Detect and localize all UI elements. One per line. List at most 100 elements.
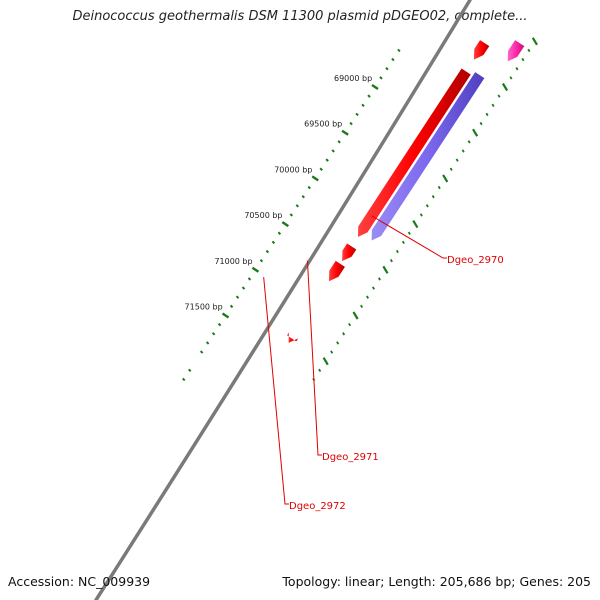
inner-ruler-tick [509,76,513,80]
accession-text: Accession: NC_009939 [8,574,151,589]
inner-ruler-tick [401,240,405,245]
ruler-tick-label: 70500 bp [244,211,282,220]
sequence-summary: Topology: linear; Length: 205,686 bp; Ge… [282,574,591,589]
inner-ruler-tick [521,57,525,62]
inner-ruler-tick [437,185,441,190]
label-leader-line [306,260,322,456]
ruler-minor-tick [385,67,389,71]
ruler-minor-tick [325,158,329,162]
gene-features [287,40,525,343]
ruler-minor-ticks [182,48,401,382]
gene-arrow [287,332,299,343]
ruler-major-tick [371,84,379,90]
inner-ruler-tick [449,167,453,171]
inner-ruler-tick [531,37,538,46]
inner-ruler-tick [497,94,501,98]
ruler-tick-label: 71500 bp [185,303,223,312]
inner-ruler-tick [366,295,370,299]
label-leader-line [371,215,447,259]
inner-ruler-tick [395,249,399,254]
ruler-minor-tick [265,249,270,254]
ruler-minor-tick [271,240,276,245]
ruler-minor-tick [397,48,401,53]
inner-ruler-tick [485,112,489,117]
inner-ruler-tick [389,258,393,263]
inner-ruler-tick [467,140,471,144]
ruler-major-tick [251,266,260,273]
ruler-minor-tick [337,140,341,144]
ruler-minor-tick [391,57,395,62]
inner-ruler-tick [382,265,389,274]
gene-label: Dgeo_2970 [447,255,504,266]
ruler-minor-tick [331,149,335,153]
inner-ruler-tick [407,231,411,235]
inner-ruler-tick [442,174,449,183]
inner-ruler-tick [330,350,334,354]
ruler-minor-tick [247,277,252,281]
inner-ruler-tick [318,368,322,373]
inner-ruler-tick [348,322,352,327]
inner-ruler-tick [431,195,435,199]
gene-arrow [507,40,525,62]
gene-arrow [473,40,490,60]
inner-ruler-tick [372,286,375,290]
ruler-tick-label: 71000 bp [214,257,252,266]
ruler-minor-tick [241,286,246,290]
gene-label: Dgeo_2971 [322,452,379,463]
ruler-minor-tick [211,332,216,336]
ruler-minor-tick [229,304,234,309]
ruler-tick-label: 69500 bp [304,120,342,129]
gene-arrow [342,243,357,262]
inner-ruler-tick [455,158,459,162]
gene-arrow [328,260,345,282]
inner-ruler-tick [461,149,465,153]
label-leader-line [263,277,289,505]
inner-ruler-ticks [312,37,538,382]
ruler-tick-label: 69000 bp [334,74,372,83]
label-leader-lines: Dgeo_2970 Dgeo_2971 Dgeo_2972 [263,215,504,512]
ruler-tick-label: 70000 bp [274,165,312,174]
inner-ruler-tick [360,304,364,309]
ruler-minor-tick [277,231,282,235]
gene-arrow [357,68,471,237]
inner-ruler-tick [472,128,479,137]
inner-ruler-tick [425,204,429,208]
inner-ruler-tick [419,213,423,217]
gene-label: Dgeo_2972 [289,501,346,512]
ruler-minor-tick [355,112,359,117]
ruler-minor-tick [182,377,186,382]
ruler-minor-tick [289,213,294,217]
ruler-minor-tick [349,121,353,126]
ruler-minor-tick [217,322,222,327]
inner-ruler-tick [322,357,329,366]
inner-ruler-tick [352,311,359,320]
ruler-major-tick [311,175,319,182]
inner-ruler-tick [336,341,340,345]
ruler-minor-tick [187,368,192,373]
ruler-major-ticks: 69000 bp 69500 bp 70000 bp 70500 bp 71000 bp… [185,74,379,319]
ruler-minor-tick [259,258,264,263]
inner-ruler-tick [412,220,419,229]
inner-ruler-tick [479,121,483,126]
inner-ruler-tick [491,103,495,107]
ruler-major-tick [221,312,230,319]
inner-ruler-tick [527,48,531,53]
ruler-minor-tick [295,204,299,208]
inner-ruler-tick [501,82,509,92]
inner-ruler-tick [515,67,519,71]
ruler-minor-tick [205,341,210,345]
ruler-major-tick [341,129,349,136]
ruler-minor-tick [379,76,383,80]
gene-arrow [371,72,485,241]
ruler-minor-tick [307,185,311,190]
ruler-minor-tick [301,194,305,199]
sequence-backbone [94,0,472,600]
ruler-minor-tick [235,295,240,299]
ruler-minor-tick [199,350,204,354]
ruler-minor-tick [361,103,365,107]
map-title: Deinococcus geothermalis DSM 11300 plasm… [72,9,528,24]
ruler-minor-tick [319,167,323,171]
ruler-minor-tick [367,94,371,98]
ruler-major-tick [281,221,290,228]
